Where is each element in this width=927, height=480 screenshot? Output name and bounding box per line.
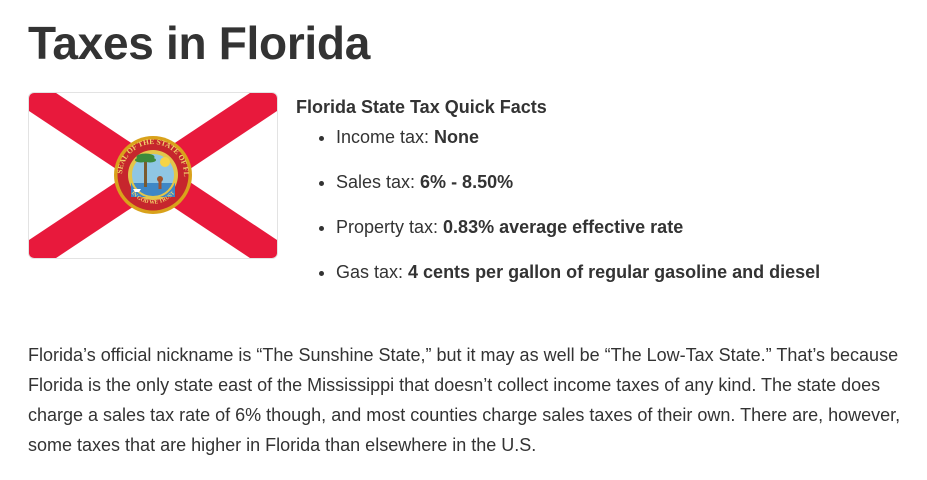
florida-flag-icon: GREAT SEAL OF THE STATE OF FLORIDA IN GO…: [28, 92, 278, 259]
quick-facts-list: Income tax: None Sales tax: 6% - 8.50% P…: [296, 126, 916, 283]
fact-label: Property tax:: [336, 217, 444, 237]
fact-property-tax: Property tax: 0.83% average effective ra…: [336, 216, 916, 238]
fact-value: 0.83% average effective rate: [443, 217, 684, 237]
fact-gas-tax: Gas tax: 4 cents per gallon of regular g…: [336, 261, 916, 283]
fact-value: None: [434, 127, 480, 147]
fact-sales-tax: Sales tax: 6% - 8.50%: [336, 171, 916, 193]
fact-label: Income tax:: [336, 127, 435, 147]
quick-facts-heading: Florida State Tax Quick Facts: [296, 97, 547, 117]
fact-label: Gas tax:: [336, 262, 409, 282]
fact-income-tax: Income tax: None: [336, 126, 916, 148]
fact-value: 4 cents per gallon of regular gasoline a…: [408, 262, 821, 282]
fact-label: Sales tax:: [336, 172, 421, 192]
page-title: Taxes in Florida: [28, 17, 370, 69]
quick-facts: Florida State Tax Quick Facts Income tax…: [296, 96, 916, 306]
fact-value: 6% - 8.50%: [420, 172, 514, 192]
intro-paragraph: Florida’s official nickname is “The Suns…: [28, 345, 901, 455]
